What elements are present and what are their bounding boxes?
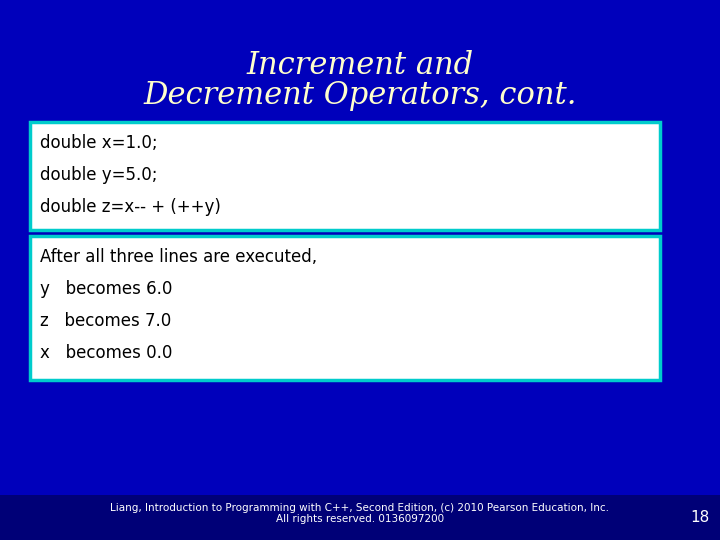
FancyBboxPatch shape [30, 236, 660, 380]
Text: After all three lines are executed,: After all three lines are executed, [40, 248, 317, 266]
Text: double y=5.0;: double y=5.0; [40, 166, 158, 184]
Text: x   becomes 0.0: x becomes 0.0 [40, 344, 172, 362]
Text: Liang, Introduction to Programming with C++, Second Edition, (c) 2010 Pearson Ed: Liang, Introduction to Programming with … [110, 503, 610, 524]
Text: double z=x-- + (++y): double z=x-- + (++y) [40, 198, 221, 216]
Text: z   becomes 7.0: z becomes 7.0 [40, 312, 171, 330]
FancyBboxPatch shape [30, 122, 660, 230]
Text: Decrement Operators, cont.: Decrement Operators, cont. [143, 80, 577, 111]
Text: 18: 18 [690, 510, 710, 525]
FancyBboxPatch shape [0, 495, 720, 540]
Text: double x=1.0;: double x=1.0; [40, 134, 158, 152]
Text: Increment and: Increment and [246, 50, 474, 81]
Text: y   becomes 6.0: y becomes 6.0 [40, 280, 172, 298]
